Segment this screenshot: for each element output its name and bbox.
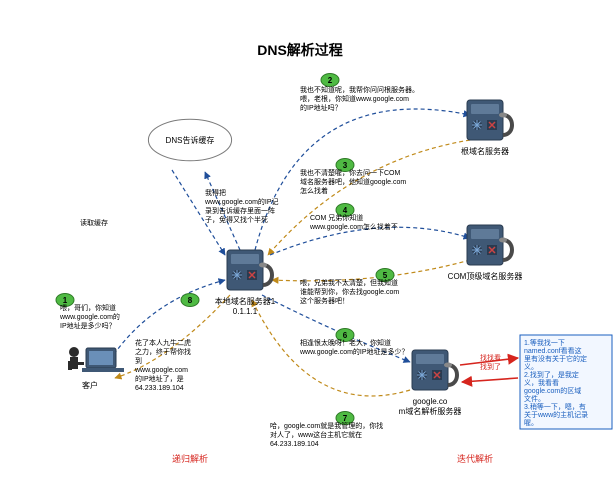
badge-2: 2 (321, 74, 339, 87)
server-label-local: 本地域名服务器10.1.1.1 (215, 296, 276, 316)
bubble-b3: 我也不清楚喔，你去问一下COM域名服务器吧，他知道google.com怎么找着 (300, 168, 406, 195)
bubble-b8: 花了本人九牛二虎之力，终于帮你找到www.google.com的IP地址了，是6… (134, 338, 191, 392)
svg-text:8: 8 (188, 296, 193, 305)
server-label-google: google.com域名解析服务器 (399, 397, 462, 416)
bubble-bCacheR: 读取缓存 (80, 218, 108, 227)
bubble-b6: 相逢恨太晚呀！老大，你知道www.google.com的IP地址是多少？ (299, 338, 409, 356)
recursive-label: 递归解析 (172, 453, 208, 464)
edge-local-to-client (115, 295, 230, 378)
server-google: google.com域名解析服务器 (399, 350, 462, 416)
client-label: 客户 (82, 380, 98, 390)
note-box: 1.等我找一下named.conf看看这里有没有关于它的定义。2.找到了，是我定… (520, 335, 612, 429)
svg-text:6: 6 (343, 331, 348, 340)
edge-root-to-local (268, 140, 470, 255)
bubble-b2: 我也不知道呢，我帮你问问根服务器。喂，老根，你知道www.google.com的… (300, 85, 419, 112)
svg-text:3: 3 (343, 161, 348, 170)
edge-note-to-google (462, 378, 518, 382)
cache-label: DNS告诉缓存 (166, 135, 215, 145)
server-com: COM顶级域名服务器 (448, 225, 523, 281)
annotation-texts: 喂，哥们，你知道www.google.com的IP地址是多少吗？ 我也不知道呢，我… (59, 85, 501, 448)
edge-local-to-com (270, 227, 470, 255)
client-node: 客户 (68, 347, 124, 390)
svg-text:5: 5 (383, 271, 388, 280)
server-root: 根域名服务器 (461, 100, 512, 156)
server-nodes: 本地域名服务器10.1.1.1 根域名服务器 COM顶级域名服务器 google.co… (215, 100, 523, 416)
cache-node: DNS告诉缓存 (148, 119, 231, 161)
svg-text:1: 1 (63, 296, 68, 305)
badge-8: 8 (181, 294, 199, 307)
svg-text:4: 4 (343, 206, 348, 215)
server-label-com: COM顶级域名服务器 (448, 271, 523, 281)
page-title: DNS解析过程 (257, 42, 343, 58)
bubble-bCacheW: 我得把www.google.com的IP记录到告诉缓存里面一阵子，免得又找个半死 (204, 188, 279, 224)
iterative-label: 迭代解析 (457, 453, 493, 464)
server-local: 本地域名服务器10.1.1.1 (215, 250, 276, 316)
bubble-b5: 喂，兄弟我不太清楚，但我知道谁能帮到你，你去找google.com这个服务器吧！ (300, 278, 399, 305)
bubble-b7: 哈，google.com就是我管理的，你找对人了，www这台主机它就在64.23… (270, 421, 383, 448)
bubble-b4: COM 兄弟你知道www.google.com怎么找着不 (309, 213, 398, 231)
svg-text:2: 2 (328, 76, 333, 85)
edge-google-to-local (252, 300, 410, 396)
edge-com-to-local (272, 260, 470, 281)
svg-text:7: 7 (343, 414, 348, 423)
edge-client-to-local (110, 280, 225, 360)
bubble-b1: 喂，哥们，你知道www.google.com的IP地址是多少吗？ (59, 303, 120, 330)
server-label-root: 根域名服务器 (461, 146, 509, 156)
